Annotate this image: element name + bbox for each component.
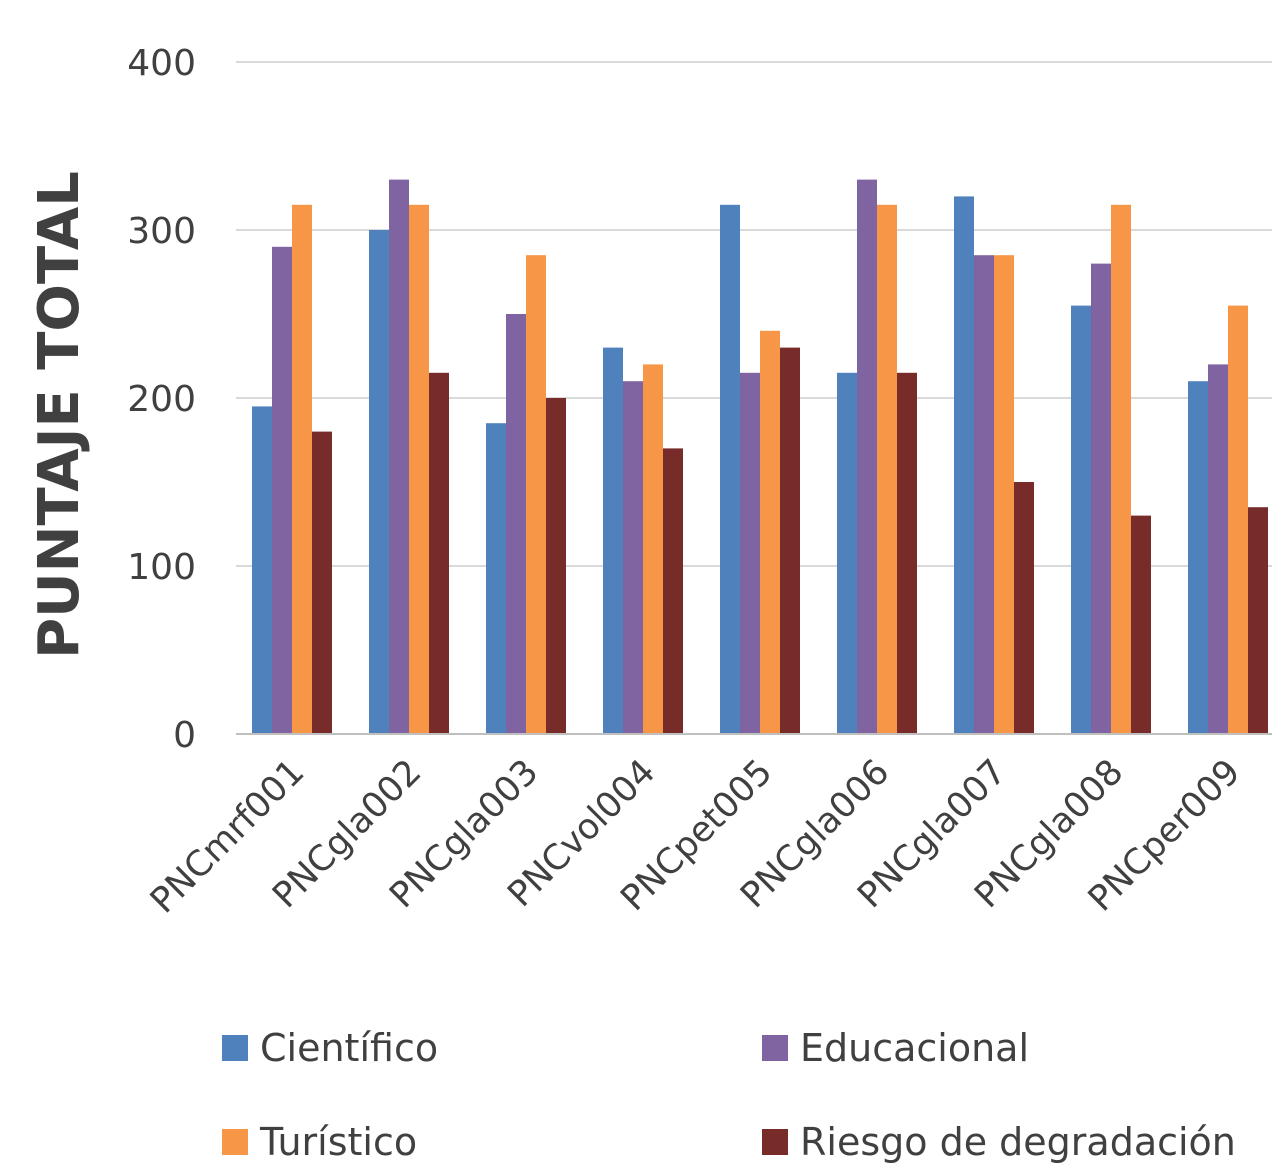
bars	[252, 179, 1268, 735]
bar-riesgo-de-degradaci-n-pncvol004	[663, 448, 683, 734]
bar-cient-fico-pncvol004	[603, 347, 623, 734]
legend-label: Riesgo de degradación	[800, 1120, 1236, 1164]
bar-educacional-pncgla007	[974, 255, 994, 734]
y-tick-label: 0	[173, 715, 196, 756]
bar-tur-stico-pncpet005	[760, 330, 780, 734]
bar-tur-stico-pncper009	[1228, 305, 1248, 734]
legend-swatch	[762, 1035, 788, 1061]
legend-swatch	[762, 1129, 788, 1155]
bar-riesgo-de-degradaci-n-pncgla002	[429, 372, 449, 734]
bar-cient-fico-pncpet005	[720, 204, 740, 735]
bar-riesgo-de-degradaci-n-pncgla007	[1014, 482, 1034, 734]
y-axis-title: PUNTAJE TOTAL	[27, 171, 92, 659]
y-tick-label: 200	[127, 379, 196, 420]
bar-tur-stico-pncgla002	[409, 204, 429, 735]
bar-cient-fico-pncgla007	[954, 196, 974, 734]
bar-cient-fico-pncgla008	[1071, 305, 1091, 734]
bar-educacional-pncgla008	[1091, 263, 1111, 734]
bar-riesgo-de-degradaci-n-pncpet005	[780, 347, 800, 734]
bar-cient-fico-pncgla002	[369, 230, 389, 734]
bar-educacional-pncvol004	[623, 381, 643, 734]
y-axis-ticks: 0 100 200 300 400	[127, 43, 196, 756]
bar-educacional-pncgla006	[857, 179, 877, 735]
bar-cient-fico-pncper009	[1188, 381, 1208, 734]
bar-tur-stico-pncgla006	[877, 204, 897, 735]
bar-educacional-pncpet005	[740, 372, 760, 734]
bar-tur-stico-pncmrf001	[292, 204, 312, 735]
bar-tur-stico-pncgla007	[994, 255, 1014, 734]
y-tick-label: 300	[127, 211, 196, 252]
legend-swatch	[222, 1035, 248, 1061]
bar-cient-fico-pncgla003	[486, 423, 506, 734]
legend-label: Educacional	[800, 1026, 1029, 1070]
y-tick-label: 400	[127, 43, 196, 84]
bar-educacional-pncmrf001	[272, 246, 292, 735]
y-tick-label: 100	[127, 547, 196, 588]
bar-riesgo-de-degradaci-n-pncgla008	[1131, 515, 1151, 734]
bar-riesgo-de-degradaci-n-pncmrf001	[312, 431, 332, 734]
bar-educacional-pncgla002	[389, 179, 409, 735]
legend-label: Turístico	[259, 1120, 417, 1164]
bar-cient-fico-pncmrf001	[252, 406, 272, 734]
legend-swatch	[222, 1129, 248, 1155]
legend-label: Científico	[260, 1026, 438, 1070]
bar-tur-stico-pncvol004	[643, 364, 663, 734]
bar-cient-fico-pncgla006	[837, 372, 857, 734]
bar-riesgo-de-degradaci-n-pncgla003	[546, 398, 566, 734]
x-axis-categories: PNCmrf001PNCgla002PNCgla003PNCvol004PNCp…	[143, 752, 1248, 921]
bar-educacional-pncper009	[1208, 364, 1228, 734]
legend: Científico Educacional Turístico Riesgo de …	[222, 1026, 1236, 1164]
bar-tur-stico-pncgla003	[526, 255, 546, 734]
bar-educacional-pncgla003	[506, 314, 526, 734]
bar-riesgo-de-degradaci-n-pncper009	[1248, 507, 1268, 734]
bar-tur-stico-pncgla008	[1111, 204, 1131, 735]
bar-riesgo-de-degradaci-n-pncgla006	[897, 372, 917, 734]
